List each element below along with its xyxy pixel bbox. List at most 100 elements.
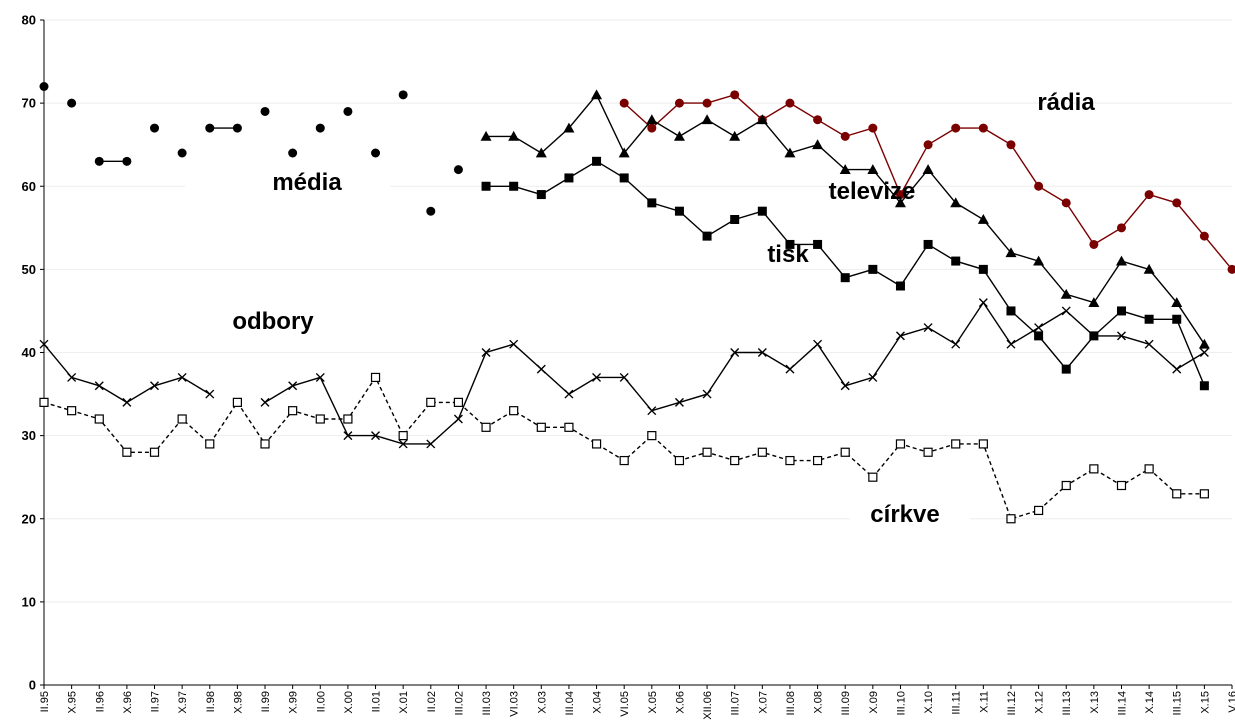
- x-tick-label: X.05: [647, 691, 659, 714]
- point-media: [315, 123, 325, 133]
- point-odbory: [1089, 331, 1099, 341]
- x-tick-label: X.09: [868, 691, 880, 714]
- point-tisk: [868, 264, 878, 274]
- point-televize: [618, 147, 630, 158]
- point-radia: [813, 115, 823, 125]
- point-tisk: [730, 215, 740, 224]
- point-cirkve: [812, 455, 823, 466]
- point-media: [67, 98, 77, 108]
- x-tick-label: VI.05: [619, 691, 631, 717]
- point-odbory: [205, 389, 215, 399]
- series-label-cirkve: církve: [870, 501, 939, 528]
- point-cirkve: [895, 439, 906, 449]
- point-radia: [1144, 190, 1154, 200]
- point-televize: [1060, 288, 1072, 299]
- point-odbory: [39, 339, 49, 349]
- point-radia: [1172, 198, 1182, 208]
- point-cirkve: [343, 414, 353, 424]
- x-tick-label: III.04: [564, 691, 576, 715]
- point-televize: [1171, 297, 1183, 308]
- series-televize: [480, 89, 1210, 349]
- point-odbory: [951, 339, 961, 349]
- point-tisk: [536, 190, 546, 200]
- x-tick-label: X.03: [536, 691, 548, 714]
- point-cirkve: [591, 439, 602, 449]
- series-odbory: [39, 298, 1209, 449]
- x-tick-label: V.16: [1227, 691, 1235, 713]
- x-tick-label: X.15: [1199, 691, 1211, 714]
- point-tisk: [1172, 314, 1182, 324]
- point-media: [122, 156, 132, 166]
- series-labels: média rádia televize tisk odbory církve: [185, 89, 1095, 531]
- point-media: [150, 123, 160, 133]
- point-radia: [1116, 223, 1126, 233]
- point-cirkve: [868, 472, 878, 482]
- point-tisk: [1116, 306, 1126, 316]
- point-radia: [868, 123, 878, 133]
- point-cirkve: [122, 447, 132, 457]
- point-cirkve: [149, 447, 160, 457]
- x-tick-label: III.11: [951, 691, 963, 715]
- point-odbory: [1172, 364, 1182, 374]
- point-televize: [646, 114, 658, 125]
- x-tick-label: X.04: [592, 691, 604, 714]
- series-media: [39, 82, 463, 216]
- point-cirkve: [674, 455, 685, 466]
- x-tick-label: II.96: [94, 691, 106, 712]
- x-tick-label: II.99: [260, 691, 272, 712]
- x-tick-label: III.07: [730, 691, 742, 715]
- x-tick-label: III.13: [1061, 691, 1073, 715]
- point-tisk: [895, 281, 905, 291]
- point-tisk: [1144, 314, 1154, 324]
- y-tick-label: 20: [22, 511, 36, 526]
- point-cirkve: [426, 397, 436, 407]
- point-televize: [894, 197, 906, 208]
- point-tisk: [1034, 331, 1044, 341]
- point-radia: [730, 90, 740, 100]
- point-tisk: [619, 173, 629, 183]
- point-cirkve: [509, 406, 519, 416]
- x-tick-label: III.15: [1172, 691, 1184, 715]
- point-cirkve: [951, 439, 961, 449]
- point-televize: [1005, 247, 1017, 258]
- y-tick-label: 30: [22, 428, 36, 443]
- point-odbory: [426, 439, 436, 449]
- point-televize: [784, 147, 796, 158]
- label-background-cirkve: [850, 495, 970, 531]
- point-media: [232, 123, 242, 133]
- point-media: [426, 206, 436, 216]
- point-cirkve: [978, 439, 988, 449]
- point-tisk: [978, 264, 988, 274]
- series-label-tisk: tisk: [767, 241, 809, 268]
- point-tisk: [923, 239, 933, 249]
- x-tick-label: X.01: [398, 691, 410, 714]
- point-cirkve: [177, 414, 187, 424]
- point-odbory: [481, 348, 491, 357]
- point-televize: [480, 130, 492, 141]
- point-televize: [756, 114, 768, 125]
- point-radia: [1006, 140, 1016, 150]
- y-tick-label: 0: [29, 678, 36, 693]
- point-tisk: [1006, 306, 1016, 316]
- x-tick-label: III.08: [785, 691, 797, 715]
- point-televize: [1088, 297, 1100, 308]
- point-cirkve: [315, 414, 325, 424]
- point-odbory: [94, 381, 104, 391]
- point-tisk: [1199, 381, 1209, 391]
- point-odbory: [1144, 339, 1154, 349]
- x-tick-label: X.12: [1034, 691, 1046, 714]
- point-odbory: [785, 364, 795, 374]
- point-televize: [1115, 255, 1127, 266]
- point-odbory: [674, 397, 684, 407]
- point-tisk: [592, 156, 602, 166]
- point-cirkve: [702, 447, 712, 457]
- point-odbory: [1116, 331, 1126, 341]
- x-tick-label: II.01: [371, 691, 383, 712]
- x-tick-label: VI.03: [509, 691, 521, 717]
- line-cirkve: [43, 375, 1205, 520]
- point-televize: [867, 164, 879, 175]
- point-cirkve: [260, 439, 270, 449]
- point-radia: [923, 140, 933, 150]
- series-label-radia: rádia: [1037, 89, 1095, 116]
- point-odbory: [1061, 306, 1071, 316]
